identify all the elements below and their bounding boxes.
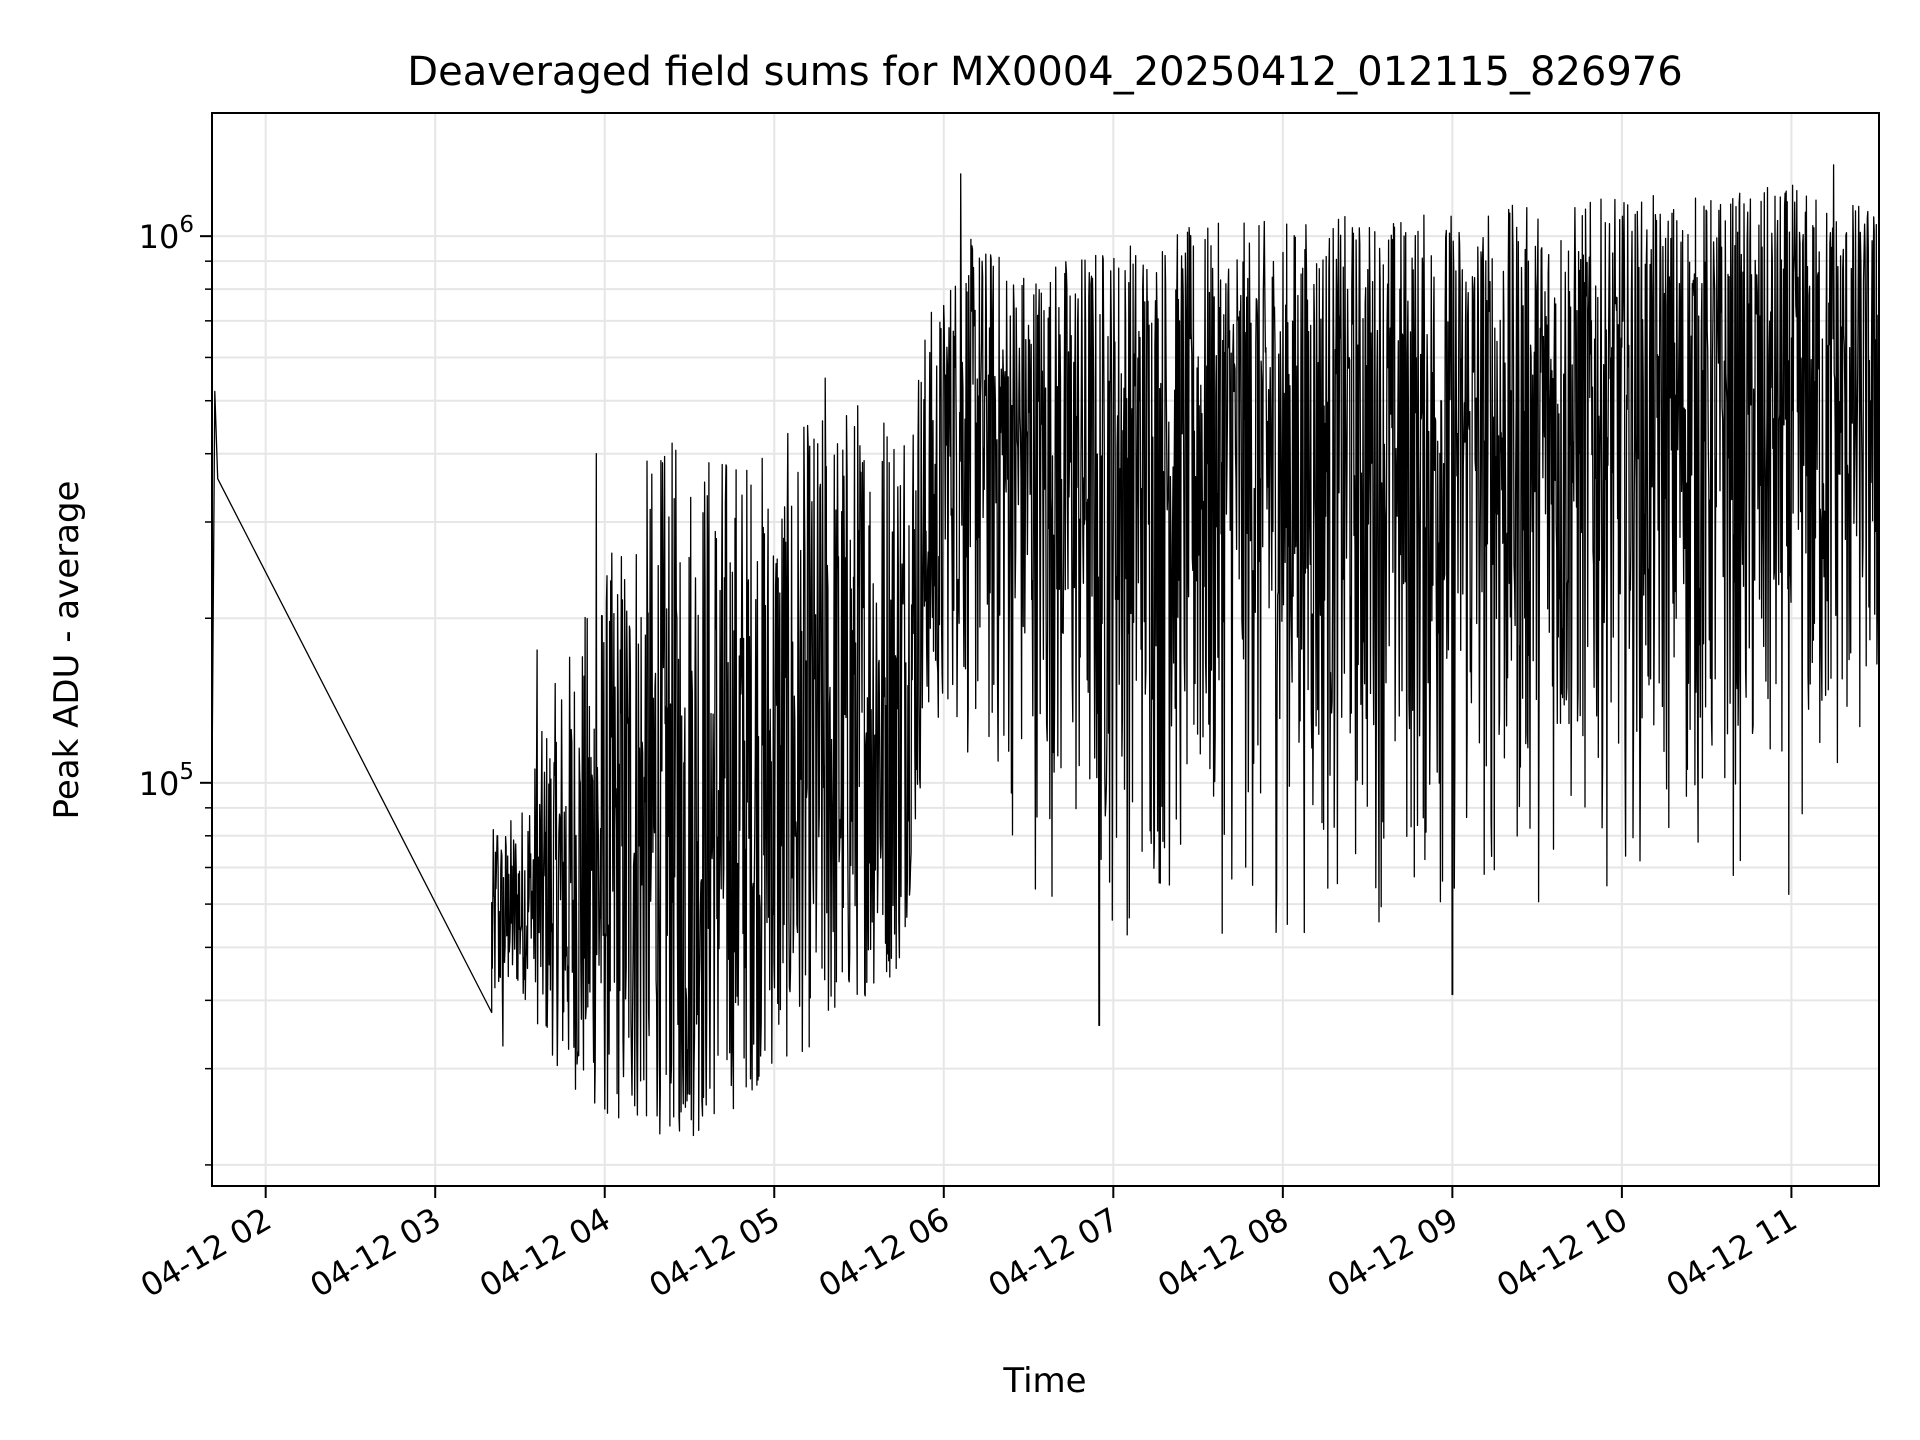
series-line: [212, 164, 1879, 1137]
y-axis-title: Peak ADU - average: [47, 481, 87, 820]
x-axis-title: Time: [1002, 1361, 1086, 1401]
chart-title: Deaveraged field sums for MX0004_2025041…: [407, 49, 1682, 95]
plot-frame: [211, 112, 1880, 1187]
y-axis: 105 106: [139, 212, 212, 1166]
y-tick-label: 106: [139, 212, 194, 256]
series-trace: [212, 164, 1879, 1137]
y-tick-label: 105: [139, 759, 194, 803]
